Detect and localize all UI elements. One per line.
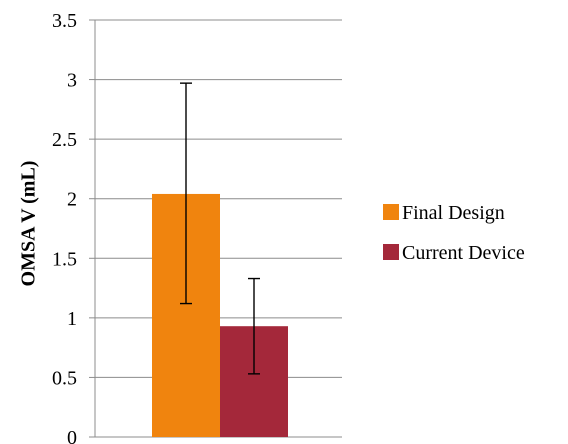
y-tick-label: 3.5 [52, 10, 77, 32]
legend: Final Design Current Device [383, 202, 525, 264]
bars [152, 193, 288, 437]
error-bars [180, 82, 260, 375]
y-tick-label: 0.5 [52, 367, 77, 389]
legend-label: Current Device [402, 242, 525, 264]
legend-swatch [383, 204, 399, 220]
y-tick-label: 2 [67, 189, 77, 211]
y-tick-label: 2.5 [52, 129, 77, 151]
legend-swatch [383, 244, 399, 260]
y-axis-ticks: 0 0.5 1 1.5 2 2.5 3 3.5 [52, 10, 95, 444]
y-tick-label: 0 [67, 427, 77, 444]
y-tick-label: 3 [67, 70, 77, 92]
y-axis-title: OMSA V (mL) [18, 161, 40, 287]
y-tick-label: 1.5 [52, 248, 77, 270]
y-tick-label: 1 [67, 308, 77, 330]
legend-label: Final Design [402, 202, 505, 224]
